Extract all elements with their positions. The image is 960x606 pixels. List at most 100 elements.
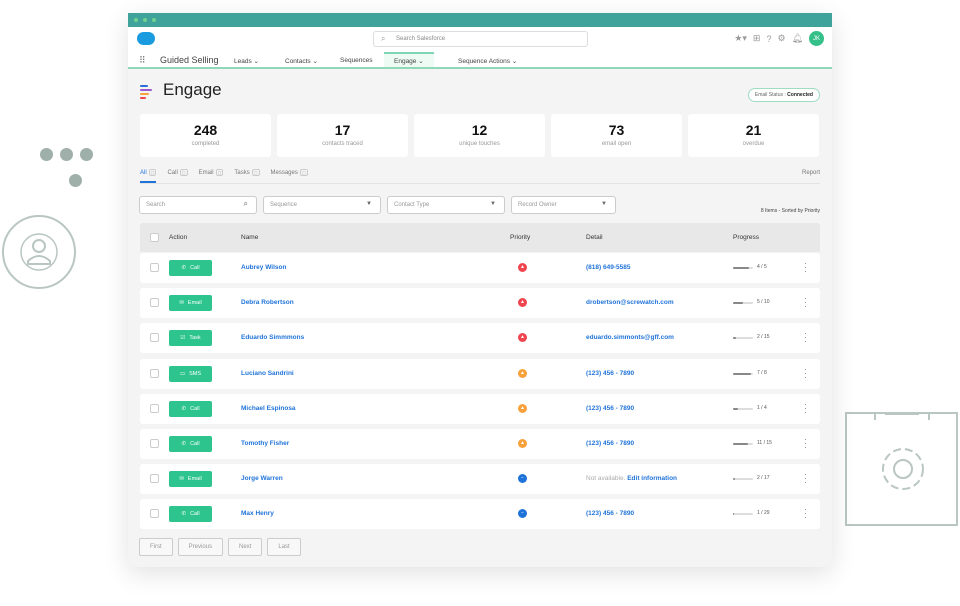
row-checkbox[interactable] xyxy=(150,509,159,519)
table-row: ✆ Call Max Henry − (123) 456 - 7890 1 / 2… xyxy=(140,499,820,530)
contact-type-select[interactable]: Contact Type ▼ xyxy=(387,196,505,214)
row-checkbox[interactable] xyxy=(150,333,159,343)
detail: (818) 649-5585 xyxy=(586,264,631,271)
help-icon[interactable]: ? xyxy=(766,33,772,44)
column-action: Action xyxy=(169,234,188,241)
more-actions-icon[interactable]: · · · xyxy=(804,398,807,417)
gear-icon[interactable]: ⚙ xyxy=(777,33,786,43)
more-actions-icon[interactable]: · · · xyxy=(804,328,807,347)
contact-name-link[interactable]: Tomothy Fisher xyxy=(241,440,290,447)
table-header: Action Name Priority Detail Progress xyxy=(140,223,820,252)
progress-bar xyxy=(733,302,753,305)
record-owner-select[interactable]: Record Owner ▼ xyxy=(511,196,616,214)
detail: (123) 456 - 7890 xyxy=(586,510,635,518)
more-actions-icon[interactable]: · · · xyxy=(804,434,807,452)
row-checkbox[interactable] xyxy=(150,474,159,484)
more-actions-icon[interactable]: · · · xyxy=(804,469,807,488)
more-actions-icon[interactable]: · · · xyxy=(804,293,807,312)
row-checkbox[interactable] xyxy=(150,298,159,308)
select-all-checkbox[interactable] xyxy=(150,233,159,242)
salesforce-logo[interactable] xyxy=(137,32,155,45)
tab-call[interactable]: Call ▢ xyxy=(167,169,188,176)
action-button[interactable]: ✉ Email xyxy=(169,471,212,488)
app-window: ⌕ Search Salesforce ★▾ ⊞ ? ⚙ 🔔︎ JK ⠿ Guid… xyxy=(128,13,832,567)
favorites-icon[interactable]: ★▾ xyxy=(734,33,747,43)
tab-messages[interactable]: Messages ▢ xyxy=(270,169,308,176)
contact-name-link[interactable]: Max Henry xyxy=(241,510,274,518)
action-button[interactable]: ▭ SMS xyxy=(169,365,212,382)
tab-email[interactable]: Email ▢ xyxy=(198,169,224,176)
row-checkbox[interactable] xyxy=(150,403,159,413)
table-row: ✆ Call Michael Espinosa ▲ (123) 456 - 789… xyxy=(140,393,820,424)
bell-icon[interactable]: 🔔︎ xyxy=(791,33,803,43)
action-button[interactable]: ✆ Call xyxy=(169,436,212,452)
page-title: Engage xyxy=(163,80,222,99)
tab-all[interactable]: All ▢ xyxy=(140,169,157,183)
table-row: ✉ Email Jorge Warren − Not available. Edi… xyxy=(140,464,820,495)
gear-icon xyxy=(845,402,958,526)
decor-dot xyxy=(60,148,73,161)
contact-name-link[interactable]: Luciano Sandrini xyxy=(241,369,294,377)
report-link[interactable]: Report xyxy=(801,170,820,176)
app-launcher-icon[interactable]: ⠿ xyxy=(139,55,146,65)
action-button[interactable]: ✉ Email xyxy=(169,295,212,312)
table-row: ✆ Call Tomothy Fisher ▲ (123) 456 - 7890 … xyxy=(140,429,820,459)
contact-name-link[interactable]: Aubrey Wilson xyxy=(241,264,287,271)
contact-name-link[interactable]: Debra Robertson xyxy=(241,299,294,307)
detail: (123) 456 - 7890 xyxy=(586,404,635,412)
action-button[interactable]: ☑ Task xyxy=(169,330,212,347)
progress-text: 7 / 8 xyxy=(757,369,767,376)
avatar[interactable]: JK xyxy=(809,31,824,46)
row-checkbox[interactable] xyxy=(150,368,159,378)
phone-icon: ✆ xyxy=(181,265,187,271)
mail-icon: ✉ xyxy=(179,300,184,307)
more-actions-icon[interactable]: · · · xyxy=(804,363,807,382)
sequence-select[interactable]: Sequence ▼ xyxy=(263,196,381,214)
progress-bar xyxy=(733,337,753,340)
person-icon xyxy=(2,215,76,289)
search-input[interactable]: Search ⌕ xyxy=(139,196,257,214)
chevron-down-icon: ▼ xyxy=(490,201,496,207)
progress-bar xyxy=(733,478,753,481)
action-button[interactable]: ✆ Call xyxy=(169,260,212,276)
nav-item-leads[interactable]: Leads ⌄ xyxy=(234,58,259,65)
progress-text: 2 / 15 xyxy=(757,334,770,341)
action-button[interactable]: ✆ Call xyxy=(169,506,212,523)
column-name[interactable]: Name xyxy=(241,234,259,241)
priority-high-icon: ▲ xyxy=(518,333,527,343)
contact-name-link[interactable]: Jorge Warren xyxy=(241,475,283,483)
pager-last-button[interactable]: Last xyxy=(267,538,301,556)
column-priority[interactable]: Priority xyxy=(510,234,531,241)
global-search-input[interactable]: ⌕ Search Salesforce xyxy=(373,31,588,47)
row-checkbox[interactable] xyxy=(150,439,159,448)
nav-item-engage[interactable]: Engage ⌄ xyxy=(384,52,434,67)
nav-item-sequences[interactable]: Sequences xyxy=(340,57,373,64)
more-actions-icon[interactable]: · · · xyxy=(804,504,807,523)
pager-next-button[interactable]: Next xyxy=(228,538,263,556)
nav-item-contacts[interactable]: Contacts ⌄ xyxy=(285,58,318,65)
contact-name-link[interactable]: Eduardo Simmmons xyxy=(241,334,305,342)
tab-tasks[interactable]: Tasks ▢ xyxy=(234,169,260,176)
task-icon: ☑ xyxy=(180,335,186,342)
pager-first-button[interactable]: First xyxy=(139,538,173,556)
edit-information-link[interactable]: Edit information xyxy=(627,475,678,483)
sorted-info: 8 Items - Sorted by Priority xyxy=(760,208,820,214)
pager-previous-button[interactable]: Previous xyxy=(177,538,224,556)
contact-name-link[interactable]: Michael Espinosa xyxy=(241,404,296,412)
row-checkbox[interactable] xyxy=(150,263,159,272)
add-icon[interactable]: ⊞ xyxy=(752,33,761,43)
title-bar xyxy=(128,13,832,27)
search-icon: ⌕ xyxy=(243,199,248,208)
progress-text: 11 / 15 xyxy=(757,440,772,446)
detail: eduardo.simmonts@gff.com xyxy=(586,334,674,342)
chevron-down-icon: ▼ xyxy=(366,201,372,207)
more-actions-icon[interactable]: · · · xyxy=(804,258,807,276)
decor-dot xyxy=(40,148,53,161)
table-row: ☑ Task Eduardo Simmmons ▲ eduardo.simmont… xyxy=(140,323,820,354)
progress-bar xyxy=(733,372,753,375)
mail-icon: ✉ xyxy=(179,476,184,483)
column-progress[interactable]: Progress xyxy=(733,234,760,241)
nav-item-sequence-actions[interactable]: Sequence Actions ⌄ xyxy=(458,58,518,65)
action-button[interactable]: ✆ Call xyxy=(169,400,212,417)
priority-medium-icon: ▲ xyxy=(518,368,527,378)
